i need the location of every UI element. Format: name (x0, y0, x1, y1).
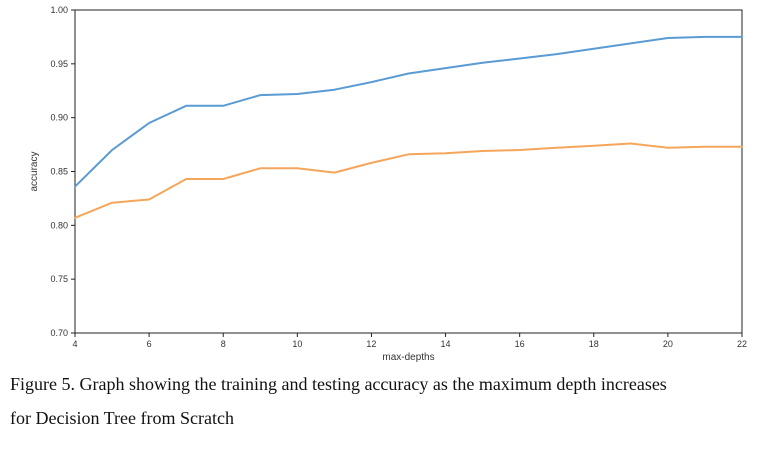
x-tick-label: 16 (515, 339, 525, 349)
x-tick-label: 4 (72, 339, 77, 349)
accuracy-line-chart: 0.70 0.75 0.80 0.85 0.90 0.95 1.00 4 6 8 10 12 14 16… (29, 5, 747, 363)
plot-border (74, 9, 743, 334)
x-tick-label: 6 (147, 339, 152, 349)
figure-caption-line-1: Figure 5. Graph showing the training and… (10, 374, 667, 394)
series-lines (74, 35, 743, 219)
series-line-testing (74, 142, 743, 219)
y-tick-label: 0.95 (50, 59, 68, 69)
x-tick-label: 10 (292, 339, 302, 349)
series-line-training (74, 35, 743, 188)
y-tick-label: 0.90 (50, 113, 68, 123)
figure-caption-line-2: for Decision Tree from Scratch (10, 408, 234, 428)
plot-frame (74, 9, 743, 334)
x-tick-label: 22 (737, 339, 747, 349)
x-axis-ticks: 4 6 8 10 12 14 16 18 20 22 (72, 333, 747, 349)
x-tick-label: 8 (221, 339, 226, 349)
y-axis-label: accuracy (29, 151, 40, 191)
y-tick-label: 0.80 (50, 220, 68, 230)
y-tick-label: 1.00 (50, 5, 68, 15)
y-tick-label: 0.70 (50, 328, 68, 338)
y-tick-label: 0.85 (50, 167, 68, 177)
x-tick-label: 14 (441, 339, 451, 349)
y-axis-ticks: 0.70 0.75 0.80 0.85 0.90 0.95 1.00 (50, 5, 75, 338)
x-axis-label: max-depths (382, 352, 434, 363)
x-tick-label: 18 (589, 339, 599, 349)
x-tick-label: 20 (663, 339, 673, 349)
y-tick-label: 0.75 (50, 274, 68, 284)
x-tick-label: 12 (366, 339, 376, 349)
